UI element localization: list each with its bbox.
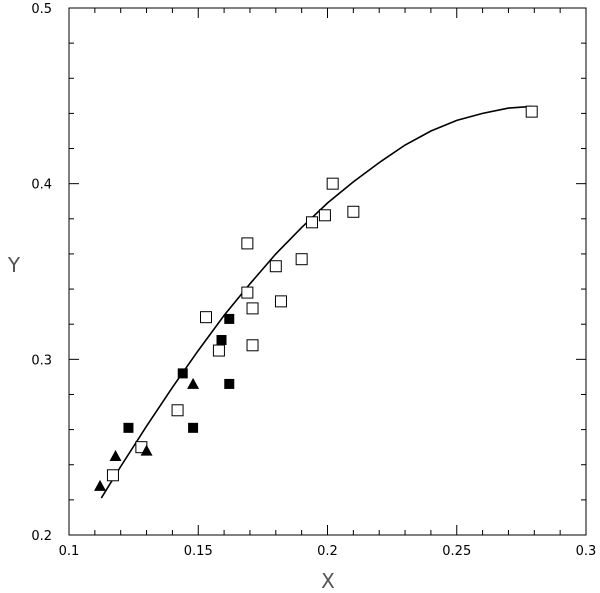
filled-triangle-point bbox=[140, 444, 153, 456]
open-square-point bbox=[246, 302, 259, 315]
open-square-point bbox=[212, 344, 225, 357]
data-points bbox=[94, 105, 538, 491]
open-square-point bbox=[200, 311, 213, 324]
filled-triangle-point bbox=[187, 377, 200, 389]
plot-frame bbox=[68, 7, 587, 536]
open-square-point bbox=[106, 469, 119, 482]
filled-square-point bbox=[177, 368, 188, 379]
open-square-point bbox=[326, 177, 339, 190]
filled-square-point bbox=[224, 378, 235, 389]
open-square-point bbox=[305, 216, 318, 229]
open-square-point bbox=[318, 209, 331, 222]
open-square-point bbox=[241, 237, 254, 250]
y-tick-label: 0.5 bbox=[31, 2, 52, 17]
open-square-point bbox=[269, 260, 282, 273]
x-tick-label: 0.15 bbox=[184, 544, 213, 559]
filled-square-point bbox=[224, 313, 235, 324]
axis-tick-labels: 0.1 0.15 0.2 0.25 0.3 0.2 0.3 0.4 0.5 bbox=[31, 2, 596, 559]
filled-square-point bbox=[123, 422, 134, 433]
filled-square-point bbox=[188, 422, 199, 433]
x-tick-label: 0.2 bbox=[317, 544, 338, 559]
y-tick-label: 0.3 bbox=[31, 353, 52, 368]
y-axis-title: Y bbox=[7, 253, 21, 277]
filled-square-point bbox=[216, 335, 227, 346]
x-tick-label: 0.25 bbox=[442, 544, 471, 559]
y-tick-label: 0.4 bbox=[31, 178, 52, 193]
open-square-point bbox=[525, 105, 538, 118]
open-square-point bbox=[347, 205, 360, 218]
x-tick-label: 0.1 bbox=[59, 544, 80, 559]
open-square-point bbox=[246, 339, 259, 352]
x-tick-label: 0.3 bbox=[576, 544, 597, 559]
y-tick-label: 0.2 bbox=[31, 529, 52, 544]
open-square-point bbox=[171, 404, 184, 417]
fit-curve bbox=[100, 105, 532, 499]
x-axis-title: X bbox=[321, 569, 335, 593]
axis-ticks bbox=[68, 7, 587, 536]
filled-triangle-point bbox=[109, 449, 122, 461]
open-square-point bbox=[274, 295, 287, 308]
open-square-point bbox=[295, 253, 308, 266]
filled-triangle-point bbox=[94, 479, 107, 491]
open-square-point bbox=[241, 286, 254, 299]
